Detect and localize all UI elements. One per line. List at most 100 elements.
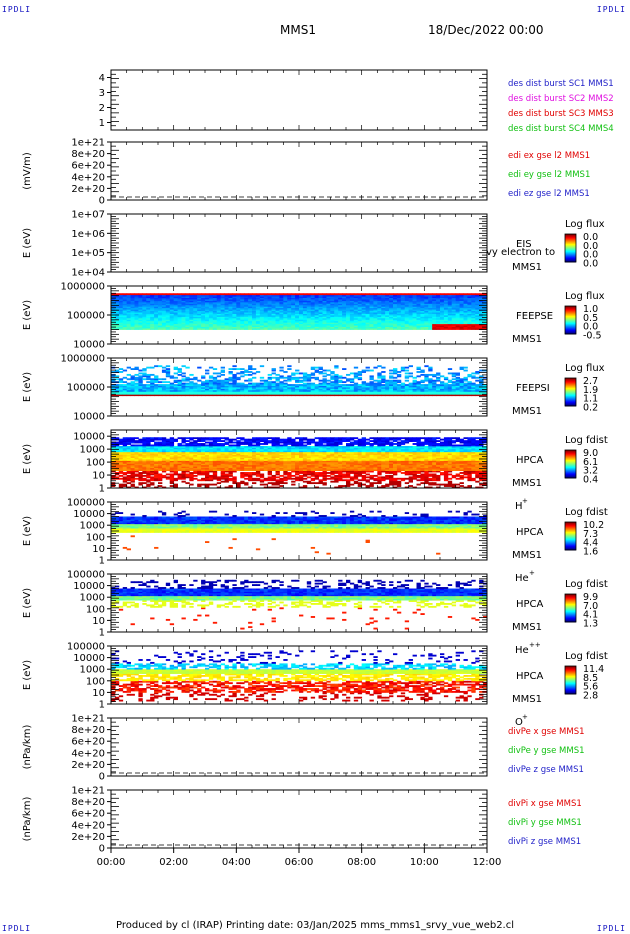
spectrogram-cell — [471, 323, 476, 326]
spectrogram-cell — [424, 297, 429, 300]
spectrogram-cell — [169, 394, 175, 397]
spectrogram-cell — [201, 301, 206, 304]
spectrogram-cell — [377, 320, 382, 323]
spectrogram-cell — [381, 384, 386, 386]
colorbar-segment — [565, 326, 576, 328]
spectrogram-cell — [338, 312, 343, 314]
spectrogram-cell — [447, 323, 453, 326]
spectrogram-cell — [158, 325, 163, 327]
spectrogram-cell — [169, 299, 175, 301]
spectrogram-cell — [169, 384, 175, 386]
spectrogram-cell — [385, 300, 390, 303]
spectrogram-cell — [165, 322, 171, 325]
spectrogram-cell — [357, 313, 363, 316]
spectrogram-cell — [224, 384, 229, 386]
spectrogram-cell — [189, 310, 194, 313]
spectrogram-cell — [177, 296, 182, 298]
spectrogram-cell — [353, 323, 359, 326]
spectrogram-cell — [228, 293, 233, 296]
spectrogram-cell — [154, 320, 159, 323]
spectrogram-cell — [353, 309, 359, 312]
spectrogram-cell — [279, 304, 284, 307]
spectrogram-cell — [334, 299, 339, 301]
spectrogram-cell — [299, 304, 304, 307]
spectrogram-cell — [302, 296, 308, 298]
spectrogram-cell — [420, 294, 425, 297]
spectrogram-cell — [346, 301, 351, 304]
spectrogram-cell — [342, 301, 347, 304]
spectrogram-cell — [134, 366, 139, 369]
spectrogram-cell — [302, 316, 308, 319]
spectrogram-cell — [322, 303, 327, 306]
spectrogram-cell — [408, 315, 413, 317]
spectrogram-cell — [334, 307, 339, 310]
spectrogram-cell — [330, 316, 335, 319]
spectrogram-cell — [404, 307, 410, 310]
spectrogram-cell — [138, 293, 143, 296]
spectrogram-cell — [248, 388, 253, 391]
spectrogram-cell — [240, 384, 245, 386]
spectrogram-cell — [424, 304, 429, 307]
spectrogram-cell — [275, 296, 280, 298]
spectrogram-cell — [471, 316, 476, 319]
spectrogram-cell — [197, 304, 202, 307]
spectrogram-cell — [201, 297, 206, 300]
spectrogram-cell — [142, 373, 147, 376]
spectrogram-cell — [197, 319, 202, 322]
spectrogram-cell — [287, 294, 292, 297]
spectrogram-cell — [349, 322, 355, 325]
spectrogram-cell — [412, 294, 417, 297]
spectrogram-cell — [381, 328, 386, 330]
spectrogram-cell — [432, 303, 437, 306]
spectrogram-cell — [389, 294, 394, 297]
spectrogram-cell — [361, 328, 366, 330]
spectrogram-cell — [428, 320, 433, 323]
spectrogram-cell — [201, 392, 206, 395]
spectrogram-cell — [146, 483, 151, 486]
spectrogram-cell — [314, 300, 319, 303]
spectrogram-cell — [412, 376, 417, 379]
spectrogram-cell — [381, 325, 386, 327]
spectrogram-cell — [244, 312, 249, 314]
spectrogram-cell — [342, 323, 347, 326]
spectrogram-cell — [244, 389, 249, 392]
spectrogram-cell — [475, 323, 480, 326]
spectrogram-cell — [377, 297, 382, 300]
spectrogram-cell — [326, 301, 331, 304]
spectrogram-cell — [365, 322, 370, 325]
y-tick-label: 1e+06 — [71, 229, 105, 240]
spectrogram-cell — [306, 317, 312, 320]
spectrogram-cell — [467, 323, 472, 326]
spectrogram-cell — [479, 312, 484, 314]
spectrogram-cell — [365, 297, 370, 300]
spectrogram-cell — [114, 307, 120, 310]
spectrogram-cell — [228, 319, 233, 322]
spectrogram-cell — [216, 310, 222, 313]
spectrogram-cell — [408, 301, 413, 304]
spectrogram-cell — [208, 294, 214, 297]
spectrogram-cell — [432, 313, 437, 316]
spectrogram-cell — [338, 384, 343, 386]
spectrogram-cell — [467, 313, 472, 316]
spectrogram-cell — [252, 389, 257, 392]
spectrogram-cell — [146, 326, 151, 329]
spectrogram-cell — [236, 293, 241, 296]
spectrogram-cell — [291, 376, 296, 379]
colorbar-segment — [565, 310, 576, 312]
spectrogram-cell — [177, 312, 182, 314]
spectrogram-cell — [150, 309, 155, 312]
spectrogram-cell — [381, 296, 386, 298]
spectrogram-cell — [236, 300, 241, 303]
spectrogram-cell — [263, 325, 269, 327]
spectrogram-cell — [193, 376, 198, 379]
spectrogram-cell — [412, 310, 417, 313]
spectrogram-cell — [181, 325, 186, 327]
spectrogram-cell — [197, 391, 202, 394]
spectrogram-cell — [346, 326, 351, 329]
spectrogram-cell — [369, 316, 374, 319]
spectrogram-cell — [412, 316, 417, 319]
spectrogram-cell — [271, 316, 276, 319]
spectrogram-cell — [346, 317, 351, 320]
spectrogram-cell — [267, 296, 272, 298]
